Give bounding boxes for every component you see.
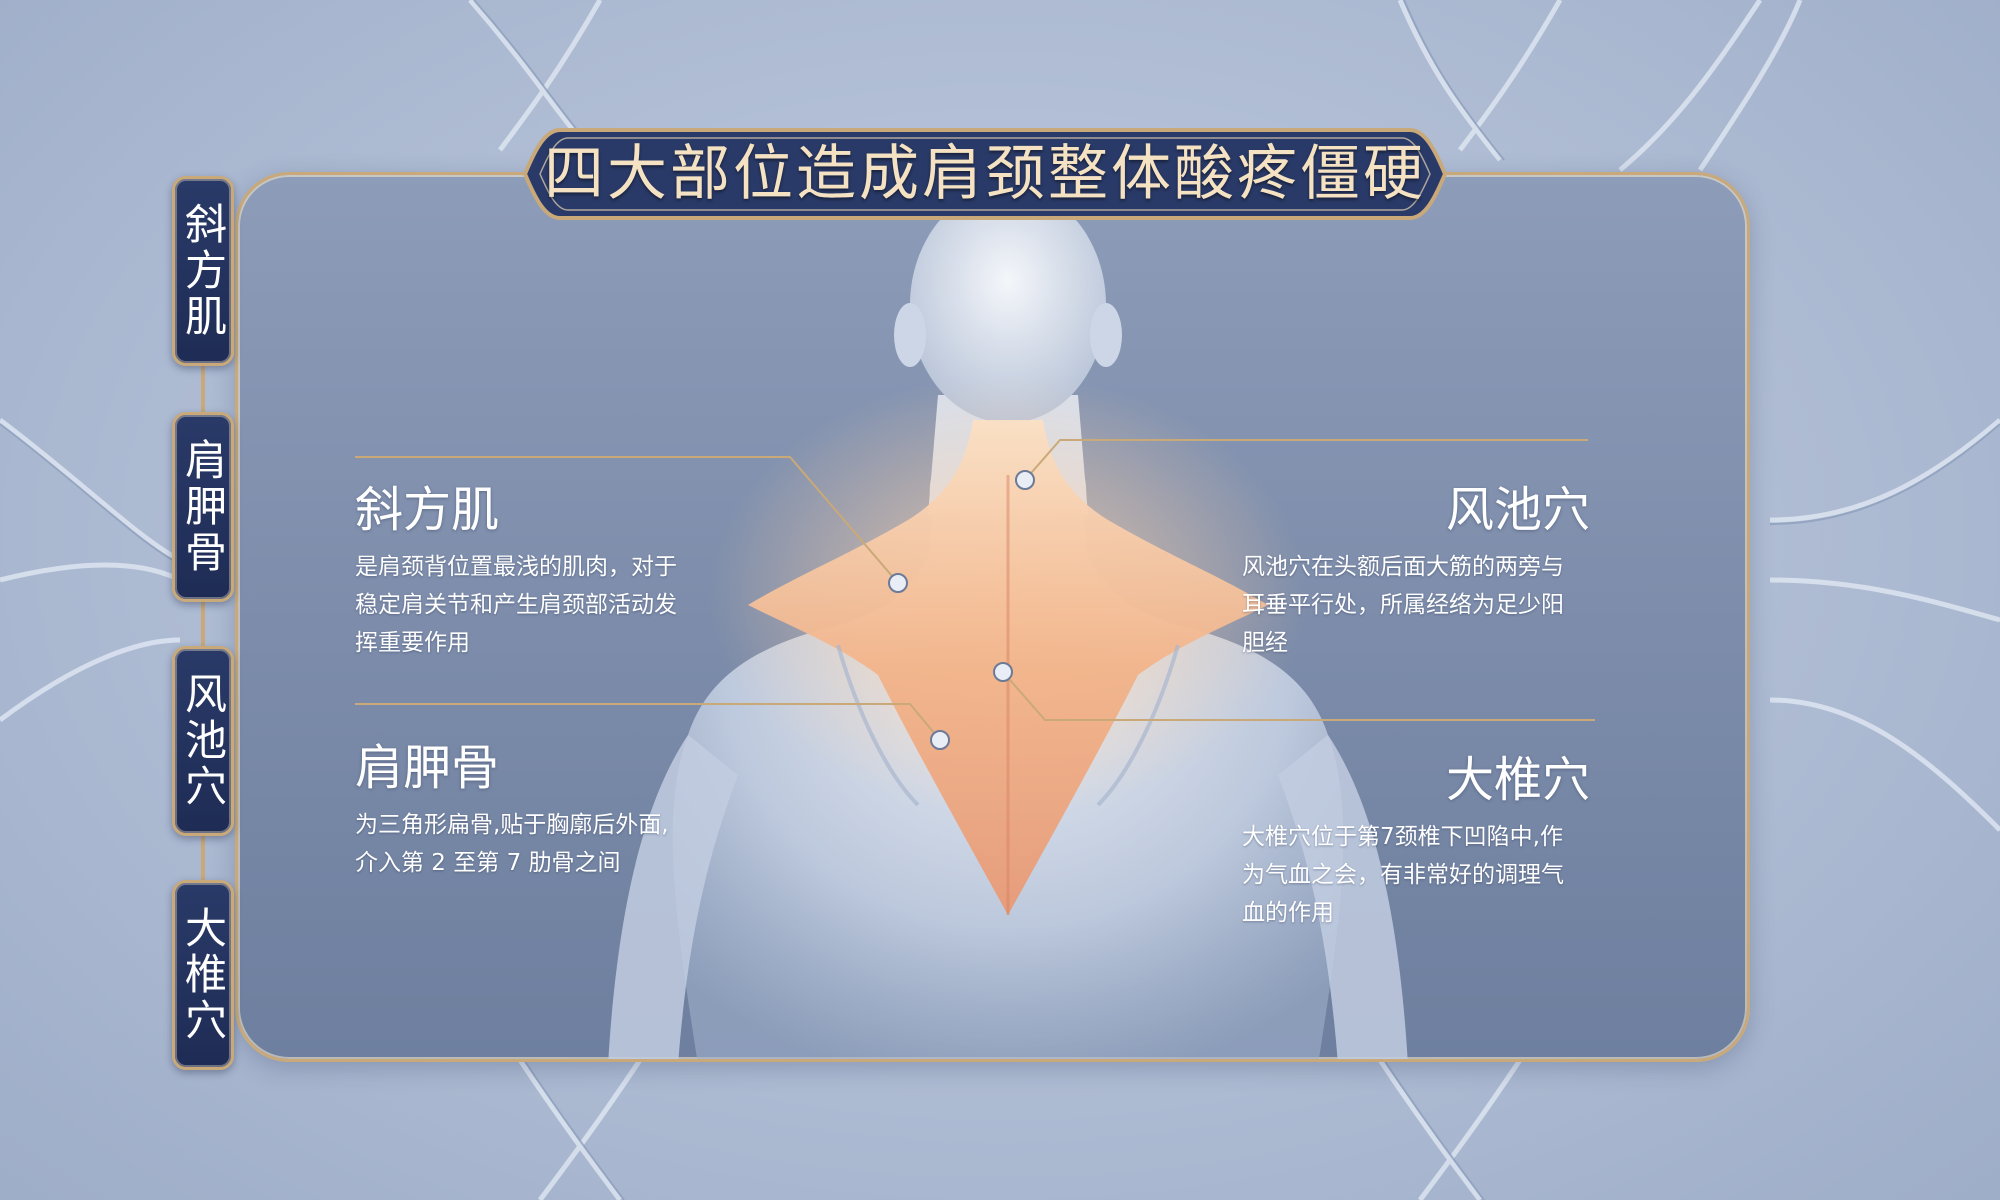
desc-line: 为三角形扁骨,贴于胸廓后外面, xyxy=(355,812,669,838)
tab-connector xyxy=(201,595,205,665)
tab-trapezius[interactable]: 斜方肌 xyxy=(172,176,234,366)
tab-label: 风池穴 xyxy=(178,672,228,810)
desc-line: 风池穴在头额后面大筋的两旁与 xyxy=(1242,554,1564,580)
desc-line: 是肩颈背位置最浅的肌肉，对于 xyxy=(355,554,677,580)
scapula-description: 为三角形扁骨,贴于胸廓后外面, 介入第 2 至第 7 肋骨之间 xyxy=(355,806,775,882)
tab-dazhui[interactable]: 大椎穴 xyxy=(172,880,234,1070)
dazhui-heading: 大椎穴 xyxy=(1445,752,1590,808)
desc-line: 挥重要作用 xyxy=(355,630,470,656)
fengchi-heading: 风池穴 xyxy=(1445,482,1590,538)
tab-scapula[interactable]: 肩胛骨 xyxy=(172,412,234,602)
trapezius-heading: 斜方肌 xyxy=(355,482,500,538)
trapezius-description: 是肩颈背位置最浅的肌肉，对于 稳定肩关节和产生肩颈部活动发 挥重要作用 xyxy=(355,548,775,662)
title-plaque xyxy=(522,128,1448,220)
tab-label: 斜方肌 xyxy=(178,202,228,340)
scapula-heading: 肩胛骨 xyxy=(355,740,500,796)
page-title: 四大部位造成肩颈整体酸疼僵硬 xyxy=(544,139,1426,209)
desc-line: 稳定肩关节和产生肩颈部活动发 xyxy=(355,592,677,618)
tab-fengchi[interactable]: 风池穴 xyxy=(172,646,234,836)
tab-connector xyxy=(201,360,205,450)
desc-line: 耳垂平行处，所属经络为足少阳 xyxy=(1242,592,1564,618)
desc-line: 介入第 2 至第 7 肋骨之间 xyxy=(355,850,621,876)
tab-label: 大椎穴 xyxy=(178,906,228,1044)
fengchi-description: 风池穴在头额后面大筋的两旁与 耳垂平行处，所属经络为足少阳 胆经 xyxy=(1242,548,1642,662)
desc-line: 为气血之会，有非常好的调理气 xyxy=(1242,862,1564,888)
desc-line: 血的作用 xyxy=(1242,900,1334,926)
tab-label: 肩胛骨 xyxy=(178,438,228,576)
desc-line: 大椎穴位于第7颈椎下凹陷中,作 xyxy=(1242,824,1563,850)
dazhui-description: 大椎穴位于第7颈椎下凹陷中,作 为气血之会，有非常好的调理气 血的作用 xyxy=(1242,818,1642,932)
desc-line: 胆经 xyxy=(1242,630,1288,656)
tab-connector xyxy=(201,830,205,900)
